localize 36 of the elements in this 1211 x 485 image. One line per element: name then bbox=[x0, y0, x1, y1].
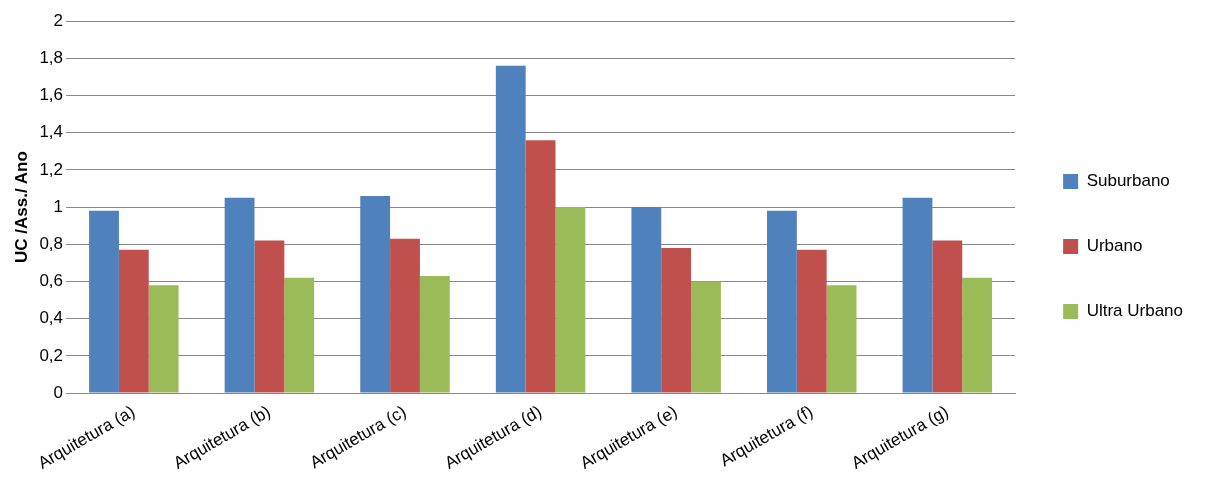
bar bbox=[495, 65, 526, 393]
bar bbox=[932, 240, 963, 393]
bar bbox=[525, 140, 556, 393]
bar bbox=[118, 249, 149, 393]
y-tick-label: 1,2 bbox=[39, 159, 64, 179]
bar bbox=[902, 197, 933, 393]
y-tick-label: 0,8 bbox=[39, 233, 64, 253]
bar bbox=[254, 240, 285, 393]
bar bbox=[661, 248, 692, 393]
bar bbox=[555, 207, 586, 393]
bar bbox=[360, 195, 391, 393]
bar bbox=[962, 277, 993, 393]
legend-label: Ultra Urbano bbox=[1086, 301, 1183, 321]
bar bbox=[631, 207, 662, 393]
bar bbox=[89, 210, 119, 393]
y-tick-label: 2 bbox=[53, 10, 64, 30]
legend-label: Urbano bbox=[1086, 236, 1143, 256]
bar bbox=[148, 285, 179, 393]
bar bbox=[796, 249, 827, 393]
y-tick-label: 1,4 bbox=[39, 122, 64, 142]
bar bbox=[691, 281, 721, 393]
bar bbox=[284, 277, 315, 393]
y-tick-label: 0,2 bbox=[39, 345, 64, 365]
y-tick-label: 0,6 bbox=[39, 271, 64, 291]
legend-label: Suburbano bbox=[1086, 171, 1170, 191]
bar bbox=[419, 275, 450, 393]
bar bbox=[826, 285, 857, 393]
y-tick-label: 0,4 bbox=[39, 308, 64, 328]
y-tick-label: 1 bbox=[53, 196, 64, 216]
bar bbox=[224, 197, 255, 393]
y-tick-label: 1,6 bbox=[39, 85, 64, 105]
bar bbox=[390, 238, 420, 393]
bar bbox=[767, 210, 797, 393]
y-axis-title: UC /Ass./ Ano bbox=[11, 151, 31, 263]
y-tick-label: 1,8 bbox=[39, 48, 64, 68]
y-tick-label: 0 bbox=[53, 382, 64, 402]
